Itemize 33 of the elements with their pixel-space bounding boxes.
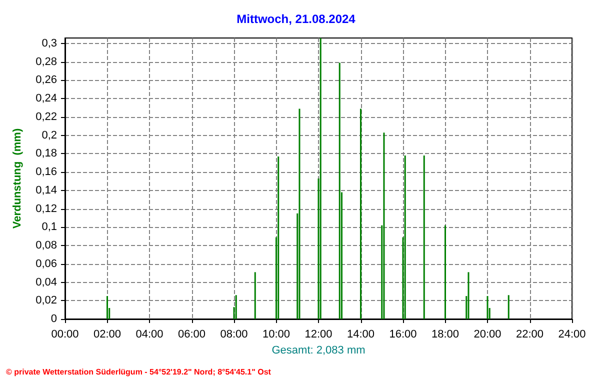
y-tick-label: 0,12 xyxy=(36,202,57,215)
x-tick-label: 08:00 xyxy=(220,328,248,340)
y-tick-label: 0,16 xyxy=(36,166,57,178)
y-tick-label: 0,26 xyxy=(36,74,57,86)
x-tick-label: 20:00 xyxy=(474,328,502,340)
y-tick-label: 0,14 xyxy=(36,184,57,196)
x-tick-label: 00:00 xyxy=(51,328,79,340)
x-tick-label: 12:00 xyxy=(304,328,332,340)
y-axis-title: Verdunstung (mm) xyxy=(12,128,24,229)
y-tick-label: 0,3 xyxy=(42,38,57,50)
y-tick-label: 0,2 xyxy=(42,129,57,142)
x-tick-label: 22:00 xyxy=(516,328,544,340)
x-tick-label: 14:00 xyxy=(346,328,375,340)
x-tick-label: 18:00 xyxy=(431,328,460,340)
y-tick-label: 0,24 xyxy=(36,92,57,105)
y-tick-label: 0,08 xyxy=(36,240,57,252)
x-tick-label: 16:00 xyxy=(389,328,417,340)
text: © private Wetterstation Süderlügum - 54°52'19.2" Nord; 8°54'45.1" Ost xyxy=(6,368,272,376)
y-tick-label: 0,04 xyxy=(36,276,57,288)
y-tick-label: 0,06 xyxy=(36,258,57,270)
y-tick-label: 0,28 xyxy=(36,56,57,68)
y-tick-label: 0,02 xyxy=(36,294,57,307)
x-axis-title: Gesamt: 2,083 mm xyxy=(272,344,366,356)
y-tick-label: 0 xyxy=(50,313,57,325)
chart-title: Mittwoch, 21.08.2024 xyxy=(236,12,356,26)
y-tick-label: 0,1 xyxy=(42,221,57,234)
x-tick-label: 06:00 xyxy=(178,328,206,340)
y-tick-label: 0,22 xyxy=(36,110,57,123)
x-tick-label: 02:00 xyxy=(93,328,122,340)
x-tick-label: 04:00 xyxy=(136,328,164,340)
x-tick-label: 24:00 xyxy=(558,328,586,340)
y-tick-label: 0,18 xyxy=(36,148,57,160)
x-tick-label: 10:00 xyxy=(262,328,290,340)
